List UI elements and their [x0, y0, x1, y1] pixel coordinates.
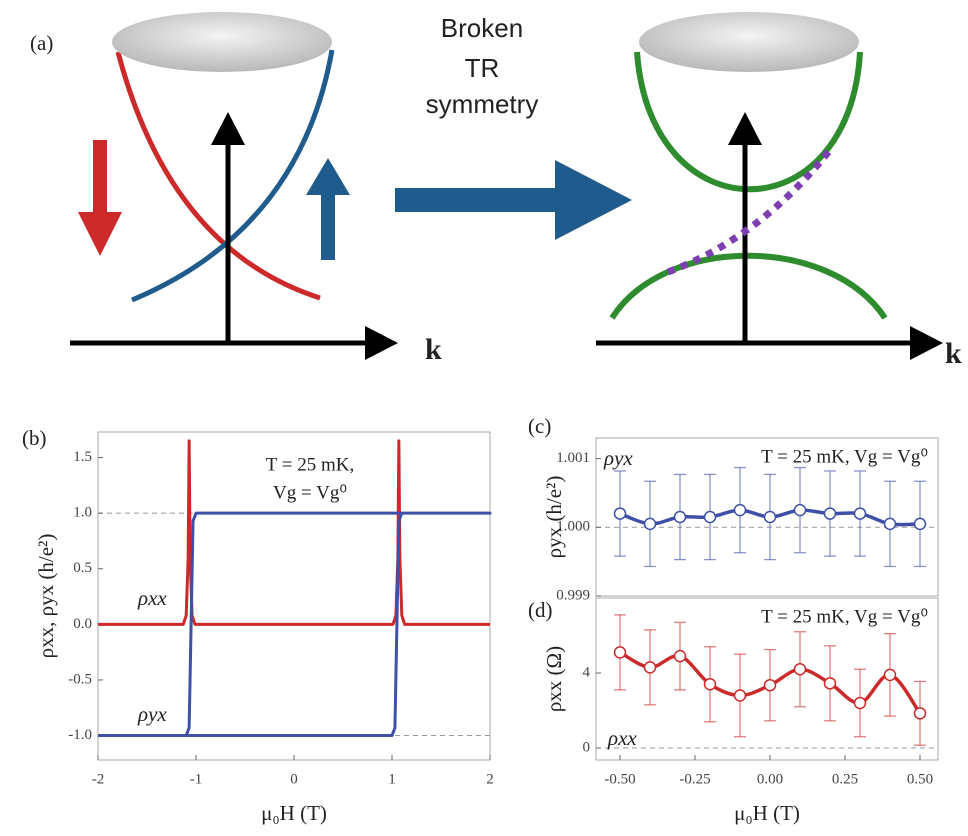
x-tick-label: 0.25	[832, 771, 858, 787]
data-point	[733, 689, 747, 702]
data-point	[673, 510, 687, 524]
x-tick-label: -2	[92, 771, 105, 787]
panel-label: (d)	[528, 598, 553, 622]
y-tick-label: 1.000	[556, 519, 590, 535]
y-tick-label: 0.999	[556, 587, 590, 603]
data-point	[793, 503, 807, 517]
series-label: ρxx	[607, 726, 637, 750]
spin-arrow	[78, 212, 122, 256]
data-point	[613, 646, 627, 659]
y-tick-label: 0	[583, 739, 591, 755]
x-tick-label: 2	[486, 771, 494, 787]
panel-label: (b)	[22, 426, 47, 450]
plot-frame	[595, 437, 939, 597]
data-point	[703, 678, 717, 691]
x-tick-label: -0.50	[604, 771, 635, 787]
fermi-disk	[639, 12, 859, 72]
data-point	[703, 510, 717, 524]
transition-arrow	[395, 188, 560, 212]
x-tick-label: 1	[388, 771, 396, 787]
data-point	[913, 707, 927, 720]
data-point	[733, 503, 747, 517]
y-tick-label: 1.0	[73, 505, 92, 521]
data-point	[793, 663, 807, 676]
series-label: ρyx	[603, 446, 633, 470]
y-tick-label: -1.0	[68, 727, 92, 743]
arrowhead	[211, 112, 245, 145]
arrowhead	[910, 326, 943, 360]
data-point	[883, 668, 897, 682]
chiral-edge-state	[666, 147, 833, 276]
arrowhead	[728, 112, 762, 145]
y-tick-label: -0.5	[68, 671, 92, 687]
series-label: ρyx	[137, 702, 167, 726]
series-label: ρxx	[137, 586, 167, 610]
annotation: T = 25 mK, Vg = Vg⁰	[761, 446, 928, 467]
y-tick-label: 1.001	[556, 450, 590, 466]
series-line	[98, 439, 490, 626]
panel-label: (c)	[528, 414, 551, 438]
data-point	[643, 661, 657, 674]
data-point	[853, 696, 867, 710]
data-point	[613, 507, 627, 520]
spin-up-band	[131, 49, 335, 303]
arrowhead	[365, 326, 398, 360]
spin-arrow	[306, 158, 350, 195]
y-tick-label: 1.5	[73, 449, 92, 465]
panel-label: (a)	[30, 31, 53, 55]
conduction-band	[634, 51, 863, 193]
caption: Broken	[441, 13, 523, 43]
transition-arrow	[555, 160, 632, 240]
y-tick-label: 4	[583, 664, 591, 680]
fermi-disk	[112, 12, 332, 72]
y-axis-label: ρxx, ρyx (h/e²)	[34, 534, 58, 659]
x-tick-label: -1	[190, 771, 203, 787]
x-axis-label: μ₀H (T)	[734, 801, 800, 825]
spin-arrow	[321, 192, 335, 260]
data-point	[763, 678, 777, 692]
y-tick-label: 0.5	[73, 560, 92, 576]
panel-a: (a) k Broken TR symmetry k	[30, 12, 962, 370]
spin-down-band	[115, 51, 321, 301]
data-point	[823, 677, 837, 690]
data-point	[823, 507, 837, 520]
axis-label: k	[945, 337, 962, 370]
series-line	[98, 511, 492, 738]
x-tick-label: 0	[290, 771, 298, 787]
data-point	[913, 517, 927, 531]
plot-frame	[595, 597, 939, 761]
caption: symmetry	[426, 89, 539, 119]
x-axis-label: μ₀H (T)	[261, 801, 327, 825]
data-point	[853, 507, 867, 520]
annotation: T = 25 mK, Vg = Vg⁰	[761, 606, 928, 627]
axis-label: k	[425, 333, 442, 366]
spin-arrow	[93, 140, 107, 215]
y-axis-label: ρyx (h/e²)	[542, 476, 566, 559]
x-tick-label: -0.25	[679, 771, 710, 787]
x-tick-label: 0.00	[757, 771, 783, 787]
y-tick-label: 0.0	[73, 616, 92, 632]
caption: TR	[465, 53, 500, 83]
data-point	[883, 517, 897, 531]
valence-band	[609, 252, 888, 320]
data-point	[673, 649, 687, 663]
annotation: Vg = Vg⁰	[273, 482, 347, 503]
y-axis-label: ρxx (Ω)	[542, 646, 566, 712]
annotation: T = 25 mK,	[266, 454, 354, 475]
data-point	[763, 510, 777, 524]
x-tick-label: 0.50	[907, 771, 933, 787]
data-point	[643, 517, 657, 531]
